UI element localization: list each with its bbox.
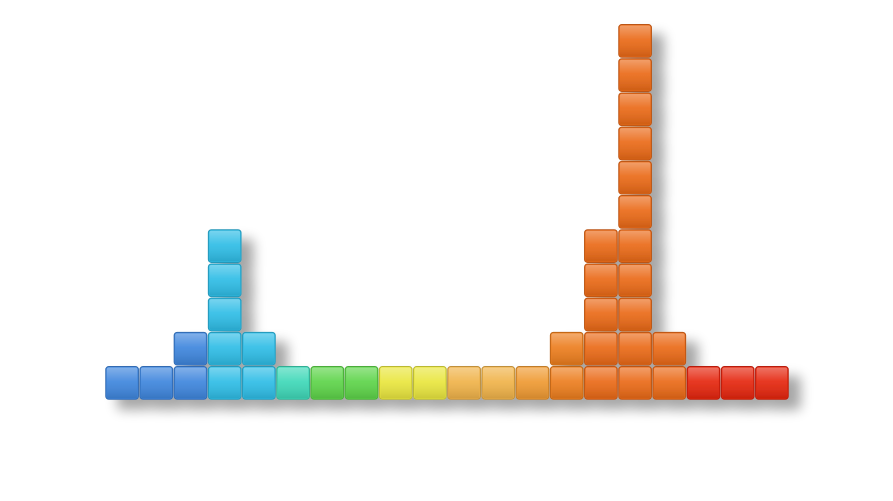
bar-block-gloss bbox=[653, 367, 685, 399]
bar bbox=[242, 331, 276, 400]
bar-block-gloss bbox=[688, 367, 719, 399]
bar-block-gloss bbox=[756, 367, 788, 399]
bar-block-gloss bbox=[346, 367, 377, 399]
bar bbox=[139, 366, 174, 400]
bar-block-gloss bbox=[619, 162, 651, 194]
bar-block-gloss bbox=[140, 367, 172, 399]
bar-block-gloss bbox=[585, 264, 617, 296]
bar-block-gloss bbox=[209, 264, 241, 296]
bar-block-gloss bbox=[209, 230, 241, 262]
bar-block-gloss bbox=[585, 230, 617, 262]
bar-block-gloss bbox=[414, 367, 446, 399]
bar-block-gloss bbox=[619, 196, 651, 228]
bar bbox=[755, 366, 789, 400]
bar-block-gloss bbox=[619, 333, 651, 365]
bar bbox=[481, 366, 516, 400]
bar-block-gloss bbox=[209, 333, 241, 365]
bar-block-gloss bbox=[209, 367, 241, 399]
bar bbox=[413, 366, 447, 400]
bar-block-gloss bbox=[243, 333, 275, 365]
bars-group bbox=[105, 24, 789, 400]
bar-block-gloss bbox=[482, 367, 514, 399]
bar bbox=[549, 331, 584, 400]
bar bbox=[378, 366, 413, 400]
bar-block-gloss bbox=[619, 25, 651, 57]
bar-block-gloss bbox=[551, 333, 583, 365]
bar-block-gloss bbox=[619, 59, 651, 91]
bar-block-gloss bbox=[243, 367, 275, 399]
bar-block-gloss bbox=[619, 299, 651, 330]
bar bbox=[207, 229, 242, 400]
bar-block-gloss bbox=[619, 264, 651, 296]
bar-block-gloss bbox=[585, 367, 617, 399]
bar-block-gloss bbox=[380, 367, 412, 399]
bar-block-gloss bbox=[585, 333, 617, 365]
bar bbox=[618, 24, 652, 400]
bar bbox=[344, 366, 379, 400]
bar bbox=[276, 366, 310, 400]
bar-block-gloss bbox=[585, 299, 617, 330]
bar-block-gloss bbox=[175, 333, 206, 365]
bar-block-gloss bbox=[619, 367, 651, 399]
bar-block-gloss bbox=[175, 367, 206, 399]
bar-block-gloss bbox=[106, 367, 138, 399]
bar bbox=[584, 229, 618, 400]
bar-block-gloss bbox=[653, 333, 685, 365]
bar-block-gloss bbox=[517, 367, 548, 399]
bar bbox=[105, 366, 139, 400]
bar bbox=[515, 366, 550, 400]
bar-block-gloss bbox=[551, 367, 583, 399]
bar bbox=[686, 366, 721, 400]
bar-block-gloss bbox=[209, 299, 241, 330]
bar bbox=[447, 366, 481, 400]
bar-block-gloss bbox=[619, 230, 651, 262]
bar bbox=[310, 366, 345, 400]
bar-block-gloss bbox=[722, 367, 754, 399]
bar bbox=[720, 366, 755, 400]
bar-block-gloss bbox=[448, 367, 480, 399]
bar-block-gloss bbox=[619, 128, 651, 159]
bar bbox=[652, 331, 687, 400]
bar-block-gloss bbox=[277, 367, 309, 399]
bar-block-gloss bbox=[619, 93, 651, 125]
bar bbox=[173, 331, 208, 400]
bar-block-gloss bbox=[311, 367, 343, 399]
